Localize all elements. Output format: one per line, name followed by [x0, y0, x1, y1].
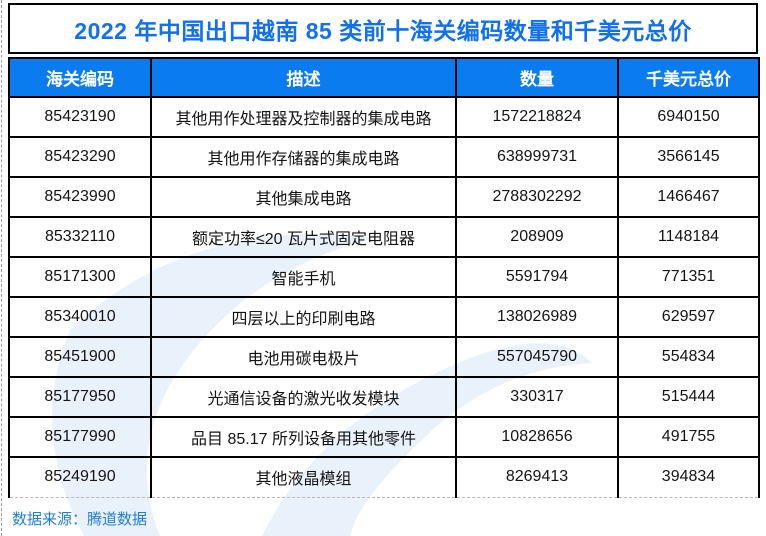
table-title-box: 2022 年中国出口越南 85 类前十海关编码数量和千美元总价 — [8, 3, 758, 54]
description-cell: 其他集成电路 — [150, 176, 457, 218]
quantity-cell: 557045790 — [455, 336, 619, 378]
description-cell: 其他用作存储器的集成电路 — [150, 136, 457, 178]
value-cell: 6940150 — [617, 96, 760, 138]
table-row: 85451900 电池用碳电极片 557045790 554834 — [8, 336, 760, 378]
hs-code-cell: 85177990 — [8, 416, 152, 458]
table-row: 85423190 其他用作处理器及控制器的集成电路 1572218824 694… — [8, 96, 760, 138]
description-cell: 其他液晶模组 — [150, 456, 457, 498]
table-title: 2022 年中国出口越南 85 类前十海关编码数量和千美元总价 — [74, 17, 692, 44]
quantity-cell: 208909 — [455, 216, 619, 258]
header-description: 描述 — [150, 57, 457, 98]
description-cell: 品目 85.17 所列设备用其他零件 — [150, 416, 457, 458]
table-row: 85332110 额定功率≤20 瓦片式固定电阻器 208909 1148184 — [8, 216, 760, 258]
value-cell: 554834 — [617, 336, 760, 378]
value-cell: 1466467 — [617, 176, 760, 218]
customs-data-table: 海关编码 描述 数量 千美元总价 85423190 其他用作处理器及控制器的集成… — [8, 57, 760, 498]
description-cell: 智能手机 — [150, 256, 457, 298]
value-cell: 629597 — [617, 296, 760, 338]
header-hs-code: 海关编码 — [8, 57, 152, 98]
data-source-note: 数据来源：腾道数据 — [12, 511, 148, 528]
value-cell: 394834 — [617, 456, 760, 498]
quantity-cell: 1572218824 — [455, 96, 619, 138]
quantity-cell: 330317 — [455, 376, 619, 418]
quantity-cell: 638999731 — [455, 136, 619, 178]
table-row: 85423990 其他集成电路 2788302292 1466467 — [8, 176, 760, 218]
description-cell: 额定功率≤20 瓦片式固定电阻器 — [150, 216, 457, 258]
table-row: 85249190 其他液晶模组 8269413 394834 — [8, 456, 760, 498]
header-value-kusd: 千美元总价 — [617, 57, 760, 98]
value-cell: 771351 — [617, 256, 760, 298]
value-cell: 491755 — [617, 416, 760, 458]
hs-code-cell: 85423290 — [8, 136, 152, 178]
hs-code-cell: 85332110 — [8, 216, 152, 258]
quantity-cell: 2788302292 — [455, 176, 619, 218]
hs-code-cell: 85171300 — [8, 256, 152, 298]
quantity-cell: 5591794 — [455, 256, 619, 298]
table-row: 85340010 四层以上的印刷电路 138026989 629597 — [8, 296, 760, 338]
description-cell: 其他用作处理器及控制器的集成电路 — [150, 96, 457, 138]
quantity-cell: 8269413 — [455, 456, 619, 498]
value-cell: 515444 — [617, 376, 760, 418]
page-left-dashed-border — [1, 0, 2, 536]
value-cell: 3566145 — [617, 136, 760, 178]
table-row: 85423290 其他用作存储器的集成电路 638999731 3566145 — [8, 136, 760, 178]
hs-code-cell: 85340010 — [8, 296, 152, 338]
hs-code-cell: 85249190 — [8, 456, 152, 498]
quantity-cell: 138026989 — [455, 296, 619, 338]
table-row: 85177990 品目 85.17 所列设备用其他零件 10828656 491… — [8, 416, 760, 458]
description-cell: 电池用碳电极片 — [150, 336, 457, 378]
hs-code-cell: 85177950 — [8, 376, 152, 418]
table-row: 85177950 光通信设备的激光收发模块 330317 515444 — [8, 376, 760, 418]
value-cell: 1148184 — [617, 216, 760, 258]
header-quantity: 数量 — [455, 57, 619, 98]
hs-code-cell: 85423990 — [8, 176, 152, 218]
table-row: 85171300 智能手机 5591794 771351 — [8, 256, 760, 298]
hs-code-cell: 85451900 — [8, 336, 152, 378]
hs-code-cell: 85423190 — [8, 96, 152, 138]
quantity-cell: 10828656 — [455, 416, 619, 458]
table-header-row: 海关编码 描述 数量 千美元总价 — [8, 57, 760, 98]
description-cell: 光通信设备的激光收发模块 — [150, 376, 457, 418]
description-cell: 四层以上的印刷电路 — [150, 296, 457, 338]
